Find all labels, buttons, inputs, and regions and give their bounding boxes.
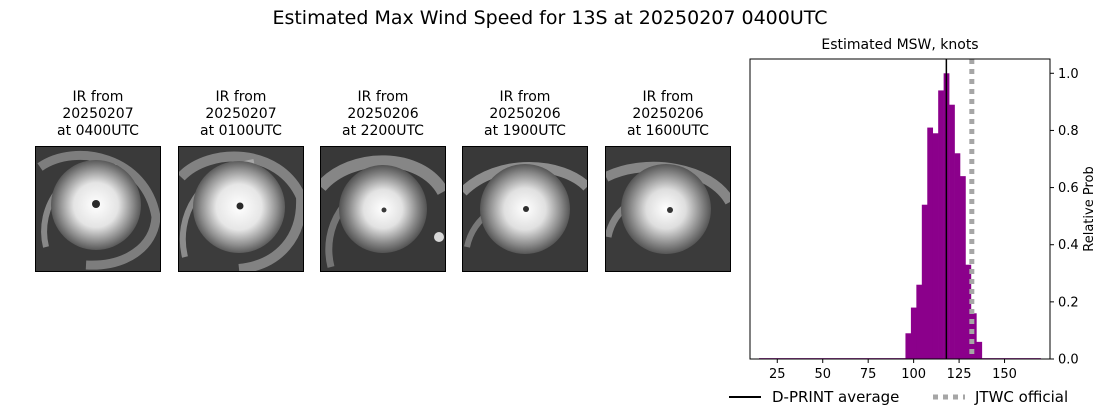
x-tick-label: 75 [860,367,877,382]
histogram-bar [954,153,961,359]
ir-caption-date: 20250207 [62,106,134,122]
ir-caption-time: at 2200UTC [342,123,424,139]
histogram-bar [970,313,977,359]
ir-panel-5: IR from 20250206 at 1600UTC [605,89,731,272]
legend-label-dprint: D-PRINT average [772,388,899,406]
y-axis-ticks: 0.0 0.2 0.4 0.6 0.8 1.0 [1050,67,1079,368]
ir-satellite-image [605,146,731,272]
chart-title: Estimated MSW, knots [821,37,978,53]
x-tick-label: 100 [901,367,926,382]
ir-satellite-image [462,146,588,272]
histogram-bar [960,176,966,359]
ir-caption: IR from 20250206 at 1900UTC [462,89,588,142]
ir-caption: IR from 20250206 at 2200UTC [320,89,446,142]
ir-satellite-image [35,146,161,272]
ir-caption: IR from 20250207 at 0100UTC [178,89,304,142]
histogram-bar [916,284,923,359]
histogram-bar [905,333,912,359]
y-tick-label: 0.4 [1058,238,1079,253]
ir-caption: IR from 20250206 at 1600UTC [605,89,731,142]
ir-caption-time: at 1600UTC [627,123,709,139]
ir-caption-line: IR from [642,89,694,105]
ir-caption-line: IR from [72,89,124,105]
ir-caption-date: 20250206 [632,106,704,122]
histogram-bar [921,204,928,359]
ir-caption-date: 20250206 [347,106,419,122]
ir-caption-time: at 1900UTC [484,123,566,139]
histogram-bars [759,73,1041,360]
plot-frame [749,58,1051,360]
y-tick-label: 1.0 [1058,67,1079,82]
ir-caption-line: IR from [357,89,409,105]
ir-caption-date: 20250206 [489,106,561,122]
y-tick-label: 0.0 [1058,353,1079,368]
ir-caption-time: at 0400UTC [57,123,139,139]
histogram-bar [927,127,934,359]
y-tick-label: 0.8 [1058,124,1079,139]
ir-panel-4: IR from 20250206 at 1900UTC [462,89,588,272]
x-tick-label: 125 [947,367,972,382]
ir-caption-date: 20250207 [205,106,277,122]
ir-caption-line: IR from [499,89,551,105]
histogram-bar [949,104,955,359]
legend-label-jtwc: JTWC official [974,388,1068,406]
x-tick-label: 150 [992,367,1017,382]
ir-caption-time: at 0100UTC [200,123,282,139]
legend: D-PRINT average JTWC official [729,388,1068,406]
y-tick-label: 0.6 [1058,181,1079,196]
histogram-bar [965,264,972,359]
x-tick-label: 50 [814,367,831,382]
ir-satellite-image [178,146,304,272]
histogram-bar [938,90,944,359]
histogram-bar [976,341,983,359]
histogram-bar [932,133,939,359]
reference-lines [945,59,975,359]
ir-panel-1: IR from 20250207 at 0400UTC [35,89,161,272]
x-axis-ticks: 25 50 75 100 125 150 [769,359,1017,382]
ir-satellite-image [320,146,446,272]
histogram-bar [910,307,917,359]
x-tick-label: 25 [769,367,786,382]
ir-caption-line: IR from [215,89,267,105]
main-title: Estimated Max Wind Speed for 13S at 2025… [272,7,828,29]
ir-caption: IR from 20250207 at 0400UTC [35,89,161,142]
y-tick-label: 0.2 [1058,295,1079,310]
ir-panel-2: IR from 20250207 at 0100UTC [178,89,304,272]
y-axis-label: Relative Prob [1082,166,1097,251]
ir-panel-3: IR from 20250206 at 2200UTC [320,89,446,272]
